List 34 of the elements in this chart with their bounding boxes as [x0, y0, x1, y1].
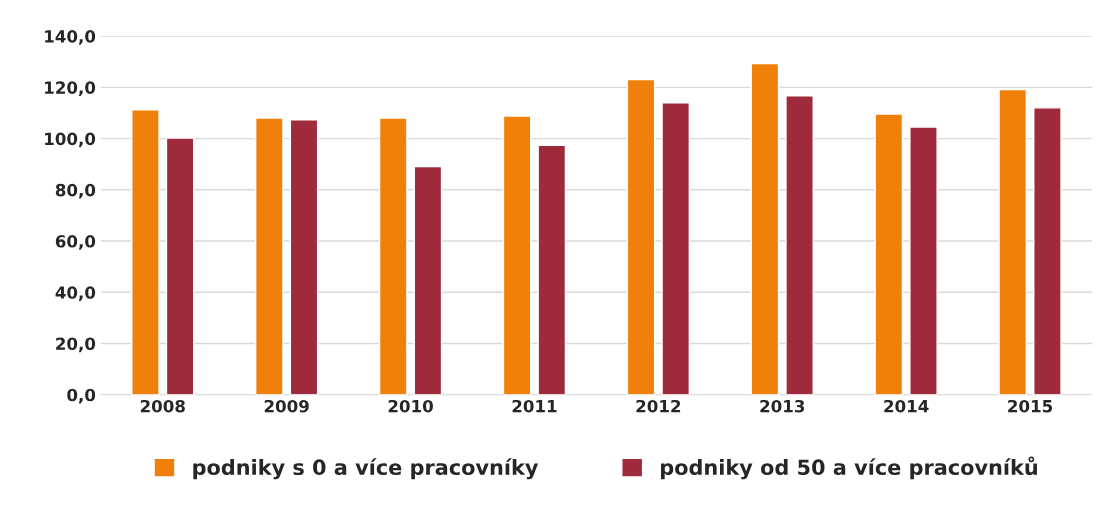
x-tick-label: 2011 — [512, 399, 557, 413]
y-tick-label: 100,0 — [45, 132, 96, 148]
x-tick-label: 2012 — [636, 399, 681, 413]
bar — [131, 109, 160, 395]
bar — [1033, 107, 1062, 395]
x-tick-label: 2008 — [140, 399, 185, 413]
bar — [626, 78, 656, 395]
y-tick-label: 80,0 — [55, 183, 96, 199]
bar — [998, 88, 1028, 395]
y-tick-label: 120,0 — [45, 81, 96, 97]
bar — [413, 165, 443, 395]
legend-label: podniky s 0 a více pracovníky — [193, 458, 539, 480]
bar — [909, 126, 938, 395]
bar — [661, 102, 691, 395]
bar — [289, 119, 319, 395]
y-tick-label: 20,0 — [56, 337, 96, 353]
x-tick-label: 2015 — [1008, 399, 1053, 413]
x-tick-label: 2014 — [884, 399, 929, 413]
x-tick-label: 2010 — [388, 399, 433, 413]
bar — [750, 62, 780, 395]
x-tick-label: 2013 — [760, 399, 805, 413]
y-tick-label: 60,0 — [55, 235, 96, 250]
y-tick-label: 140,0 — [45, 30, 96, 45]
y-tick-label: 0,0 — [67, 388, 96, 404]
bar — [537, 144, 567, 395]
y-tick-label: 40,0 — [55, 286, 96, 301]
bar — [378, 117, 408, 395]
bar — [502, 115, 532, 395]
bar — [874, 113, 904, 395]
x-tick-label: 2009 — [264, 399, 309, 413]
bar — [254, 117, 284, 395]
bar — [165, 137, 195, 395]
legend-label: podniky od 50 a více pracovníků — [661, 456, 1037, 480]
bar — [785, 95, 814, 395]
